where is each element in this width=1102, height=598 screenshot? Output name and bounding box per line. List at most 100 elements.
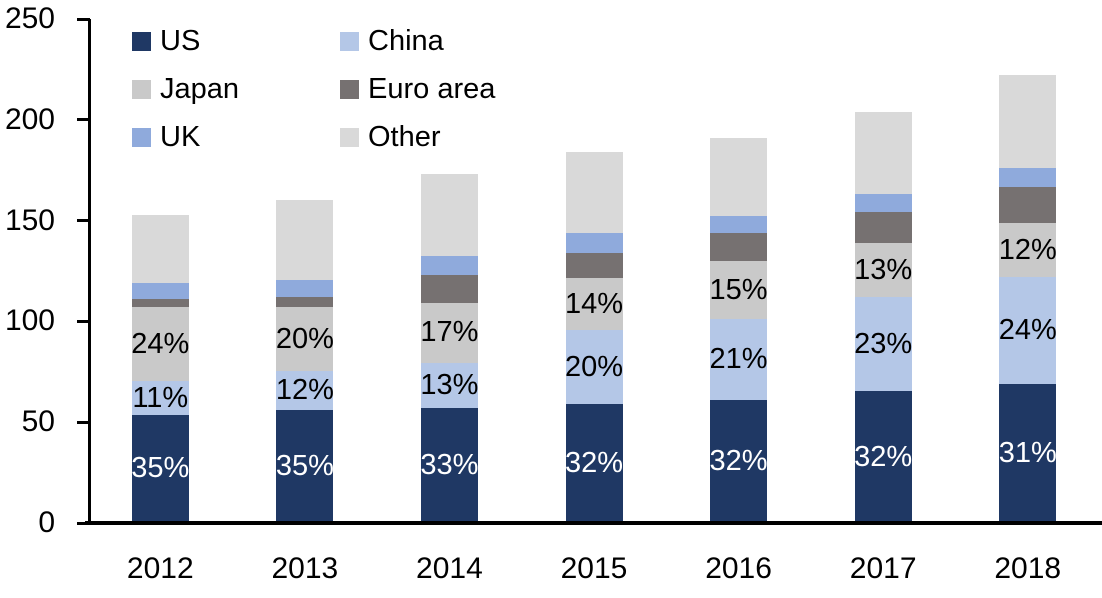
- x-axis-label-2013: 2013: [271, 552, 339, 585]
- plot-area: 35% 11% 24% 35% 12% 20% 33% 13% 17% 32% 20% 14% 32% 2…: [88, 19, 1100, 523]
- bar-segment-us-2018: 31%: [998, 384, 1057, 523]
- legend-swatch-euro-area: [340, 79, 359, 99]
- bar-segment-uk-2014: [420, 256, 478, 276]
- bar-segment-china-2016: 21%: [709, 319, 768, 400]
- bar-segment-euro-area-2017: [854, 212, 912, 244]
- legend-label-us: US: [160, 24, 201, 57]
- data-label-china-2017: 23%: [854, 327, 913, 360]
- legend-item-us: US: [132, 26, 200, 55]
- bar-segment-other-2015: [565, 152, 623, 234]
- legend-label-uk: UK: [160, 120, 201, 153]
- y-axis-tick-0: [77, 521, 90, 525]
- bar-segment-us-2016: 32%: [709, 399, 768, 523]
- y-axis-label-50: 50: [21, 405, 55, 439]
- bar-segment-other-2016: [710, 137, 768, 217]
- bar-segment-other-2014: [420, 174, 478, 257]
- data-label-us-2013: 35%: [275, 450, 334, 483]
- x-axis-label-2018: 2018: [994, 552, 1062, 585]
- y-axis-tick-250: [77, 17, 90, 21]
- bar-segment-china-2012: 11%: [131, 381, 189, 415]
- data-label-china-2015: 20%: [564, 350, 624, 383]
- bar-segment-other-2018: [999, 75, 1057, 169]
- y-axis-tick-50: [77, 420, 90, 424]
- data-label-us-2012: 35%: [131, 452, 190, 485]
- x-axis-label-2017: 2017: [849, 552, 917, 585]
- bar-segment-china-2018: 24%: [998, 276, 1057, 385]
- data-label-japan-2016: 15%: [709, 273, 768, 306]
- bar-segment-uk-2013: [276, 279, 334, 297]
- legend-label-other: Other: [368, 120, 441, 153]
- data-label-china-2018: 24%: [998, 314, 1057, 347]
- legend-label-euro-area: Euro area: [368, 72, 496, 105]
- data-label-japan-2018: 12%: [998, 233, 1057, 266]
- bar-segment-other-2017: [854, 111, 912, 195]
- data-label-japan-2012: 24%: [131, 327, 190, 360]
- data-label-us-2015: 32%: [564, 447, 624, 480]
- legend-swatch-uk: [132, 127, 151, 147]
- legend-item-china: China: [340, 26, 444, 55]
- data-label-china-2016: 21%: [709, 342, 768, 375]
- y-axis-line: [88, 19, 91, 524]
- bar-segment-china-2015: 20%: [564, 330, 624, 405]
- bar-segment-china-2013: 12%: [275, 371, 334, 411]
- bar-segment-japan-2018: 12%: [998, 223, 1057, 277]
- bar-segment-uk-2015: [565, 233, 623, 254]
- bar-segment-euro-area-2012: [131, 299, 189, 308]
- bar-segment-other-2012: [131, 214, 189, 283]
- x-axis-label-2014: 2014: [416, 552, 483, 585]
- data-label-china-2014: 13%: [420, 368, 479, 401]
- y-axis-label-200: 200: [4, 102, 55, 136]
- bar-segment-uk-2016: [710, 216, 768, 234]
- data-label-japan-2014: 17%: [420, 316, 479, 349]
- x-axis-line: [85, 521, 1102, 525]
- data-label-japan-2015: 14%: [564, 287, 624, 320]
- y-axis-tick-100: [77, 319, 90, 323]
- bar-segment-us-2017: 32%: [854, 391, 913, 523]
- legend-swatch-other: [340, 127, 359, 147]
- bar-segment-euro-area-2013: [276, 296, 334, 307]
- data-label-china-2012: 11%: [132, 381, 189, 414]
- bar-segment-japan-2013: 20%: [275, 306, 334, 372]
- bar-segment-japan-2017: 13%: [854, 243, 913, 297]
- bar-segment-china-2014: 13%: [420, 362, 479, 408]
- x-axis-label-2012: 2012: [126, 552, 194, 585]
- bar-segment-us-2013: 35%: [275, 410, 334, 523]
- data-label-us-2018: 31%: [998, 437, 1057, 470]
- bar-segment-us-2014: 33%: [420, 407, 479, 523]
- bar-segment-japan-2015: 14%: [564, 278, 624, 331]
- legend-item-euro-area: Euro area: [340, 74, 495, 103]
- bar-segment-euro-area-2015: [565, 253, 623, 279]
- legend-item-other: Other: [340, 122, 441, 151]
- bar-segment-us-2015: 32%: [564, 404, 624, 523]
- x-axis-label-2015: 2015: [560, 552, 628, 585]
- data-label-us-2014: 33%: [420, 448, 479, 481]
- legend-item-uk: UK: [132, 122, 200, 151]
- bar-segment-other-2013: [276, 200, 334, 280]
- x-axis-label-2016: 2016: [705, 552, 772, 585]
- bar-segment-uk-2018: [999, 168, 1057, 188]
- data-label-us-2016: 32%: [709, 444, 768, 477]
- bar-segment-euro-area-2018: [999, 187, 1057, 224]
- bar-segment-japan-2012: 24%: [131, 307, 190, 382]
- y-axis-label-250: 250: [4, 2, 55, 35]
- legend-item-japan: Japan: [132, 74, 239, 103]
- data-label-china-2013: 12%: [275, 374, 334, 407]
- legend-swatch-us: [132, 31, 151, 51]
- y-axis-tick-150: [77, 219, 90, 223]
- y-axis-label-150: 150: [4, 203, 55, 237]
- bar-segment-japan-2014: 17%: [420, 303, 479, 363]
- bar-segment-euro-area-2014: [420, 275, 478, 304]
- bar-segment-uk-2017: [854, 194, 912, 213]
- bar-segment-uk-2012: [131, 282, 189, 300]
- bar-segment-us-2012: 35%: [131, 414, 190, 523]
- legend-swatch-japan: [132, 79, 151, 99]
- legend-label-japan: Japan: [160, 72, 240, 105]
- bar-segment-japan-2016: 15%: [709, 261, 768, 319]
- y-axis-label-0: 0: [38, 506, 55, 539]
- y-axis-label-100: 100: [4, 304, 55, 338]
- legend-swatch-china: [340, 31, 359, 51]
- data-label-us-2017: 32%: [854, 440, 913, 473]
- data-label-japan-2017: 13%: [854, 253, 913, 286]
- data-label-japan-2013: 20%: [275, 322, 334, 355]
